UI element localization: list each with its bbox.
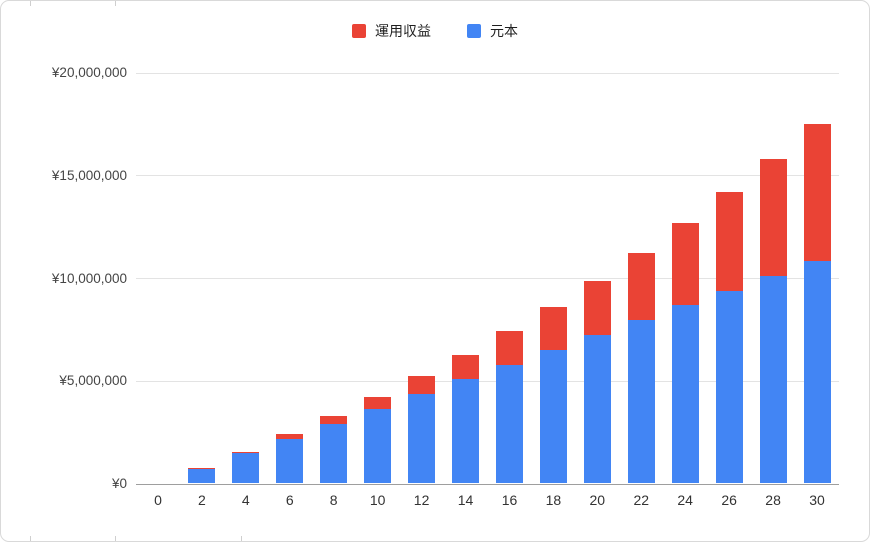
- spreadsheet-gridline-notch: [241, 536, 242, 541]
- y-axis-label: ¥20,000,000: [51, 65, 127, 80]
- spreadsheet-gridline-notch: [115, 536, 116, 541]
- x-axis-label: 20: [589, 492, 606, 508]
- bar-22-returns[interactable]: [627, 252, 655, 321]
- gridline: [136, 278, 839, 279]
- bar-10-returns[interactable]: [364, 396, 392, 409]
- x-axis-label: 4: [241, 492, 250, 508]
- bar-16-principal[interactable]: [496, 364, 523, 483]
- x-axis-label: 26: [721, 492, 737, 508]
- bar-20-returns[interactable]: [583, 280, 611, 335]
- bar-16-returns[interactable]: [496, 331, 523, 365]
- bar-8-returns[interactable]: [320, 416, 348, 424]
- x-axis-line: [136, 484, 839, 485]
- legend-item-returns[interactable]: 運用収益: [352, 21, 431, 41]
- bar-8-principal[interactable]: [320, 423, 348, 483]
- bar-4-returns[interactable]: [232, 451, 260, 454]
- bar-22-principal[interactable]: [627, 320, 655, 483]
- chart-legend: 運用収益 元本: [1, 21, 869, 41]
- x-axis-label: 30: [809, 492, 825, 508]
- gridline: [136, 72, 839, 74]
- spreadsheet-gridline-notch: [30, 536, 31, 541]
- x-axis-label: 28: [765, 492, 781, 508]
- x-axis-label: 12: [413, 492, 430, 508]
- bar-28-principal[interactable]: [759, 275, 787, 483]
- legend-label-principal: 元本: [490, 23, 518, 39]
- bar-18-returns[interactable]: [539, 306, 567, 350]
- x-axis-label: 6: [285, 492, 294, 508]
- bar-10-principal[interactable]: [364, 409, 392, 483]
- x-axis-label: 24: [677, 492, 693, 508]
- bar-26-principal[interactable]: [715, 290, 743, 483]
- legend-label-returns: 運用収益: [375, 23, 431, 39]
- spreadsheet-gridline-notch: [115, 1, 116, 6]
- bar-26-returns[interactable]: [715, 192, 743, 291]
- y-axis-label: ¥15,000,000: [51, 167, 127, 183]
- legend-item-principal[interactable]: 元本: [467, 21, 518, 41]
- x-axis-label: 10: [369, 492, 386, 508]
- bar-30-principal[interactable]: [803, 261, 831, 483]
- y-axis: ¥0 ¥5,000,000 ¥10,000,000 ¥15,000,000 ¥20,00…: [1, 65, 127, 491]
- legend-swatch-principal: [467, 24, 481, 38]
- x-axis-label: 8: [329, 492, 338, 508]
- bar-12-principal[interactable]: [408, 394, 436, 483]
- x-axis: 0 2 4 6 8 10 12 14 16 18 20 22 24 26 28 30: [136, 491, 839, 511]
- x-axis-label: 0: [154, 492, 162, 508]
- bar-2-principal[interactable]: [188, 468, 216, 483]
- y-axis-label: ¥10,000,000: [51, 270, 127, 286]
- spreadsheet-gridline-notch: [30, 1, 31, 6]
- x-axis-label: 16: [501, 492, 518, 508]
- y-axis-label: ¥0: [111, 476, 127, 491]
- legend-swatch-returns: [352, 24, 366, 38]
- gridline: [136, 380, 839, 382]
- plot-area[interactable]: [136, 72, 839, 485]
- bar-28-returns[interactable]: [759, 159, 787, 276]
- bar-18-principal[interactable]: [539, 349, 567, 483]
- bar-20-principal[interactable]: [583, 335, 611, 483]
- x-axis-label: 22: [633, 492, 650, 508]
- x-axis-label: 18: [545, 492, 562, 508]
- bar-14-principal[interactable]: [452, 379, 479, 483]
- bar-24-returns[interactable]: [671, 223, 699, 306]
- x-axis-label: 14: [457, 492, 474, 508]
- bar-12-returns[interactable]: [408, 376, 436, 395]
- y-axis-label: ¥5,000,000: [59, 373, 127, 389]
- bar-24-principal[interactable]: [671, 305, 699, 483]
- gridline: [136, 175, 839, 177]
- x-axis-label: 2: [197, 492, 206, 508]
- bar-14-returns[interactable]: [452, 354, 479, 380]
- bar-6-principal[interactable]: [276, 438, 304, 483]
- bar-30-returns[interactable]: [803, 123, 831, 262]
- bar-6-returns[interactable]: [276, 434, 304, 439]
- bar-4-principal[interactable]: [232, 453, 260, 483]
